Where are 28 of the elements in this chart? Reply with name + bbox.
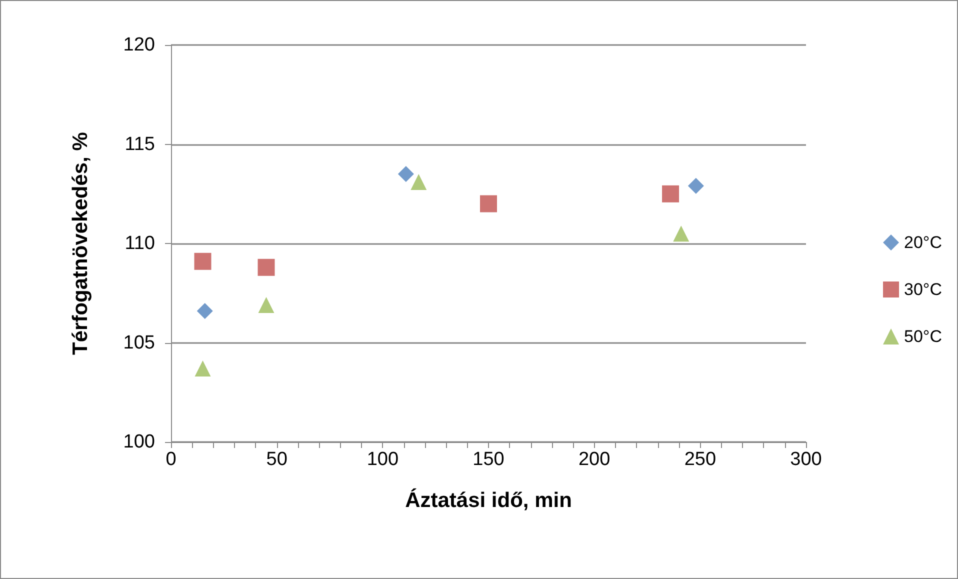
point — [688, 178, 704, 194]
y-tick-label: 120 — [123, 34, 155, 56]
x-tick-label: 50 — [266, 449, 288, 470]
y-tick-label: 100 — [123, 432, 155, 452]
x-tick-label: 250 — [684, 449, 716, 470]
point — [194, 360, 211, 377]
y-axis-title: Térfogatnövekedés, % — [69, 132, 92, 355]
point — [258, 297, 274, 314]
y-tick-label: 110 — [124, 233, 155, 254]
point — [480, 195, 497, 212]
y-tick-label: 115 — [124, 134, 155, 155]
x-tick-label: 200 — [578, 449, 610, 470]
x-tick-label: 0 — [166, 449, 176, 470]
x-axis-title: Áztatási idő, min — [405, 488, 572, 512]
y-tick-label: 105 — [123, 332, 155, 354]
point — [410, 174, 427, 190]
point — [196, 302, 213, 319]
x-tick-label: 100 — [366, 449, 399, 470]
x-tick-label: 300 — [790, 449, 822, 470]
point — [258, 258, 275, 276]
point — [194, 252, 212, 270]
legend-label: 20°C — [904, 233, 942, 252]
point — [662, 185, 680, 202]
point — [673, 226, 690, 242]
point — [398, 166, 414, 182]
legend-label: 30°C — [904, 280, 942, 299]
legend-label: 50°C — [904, 327, 942, 346]
x-tick-label: 150 — [472, 449, 504, 470]
